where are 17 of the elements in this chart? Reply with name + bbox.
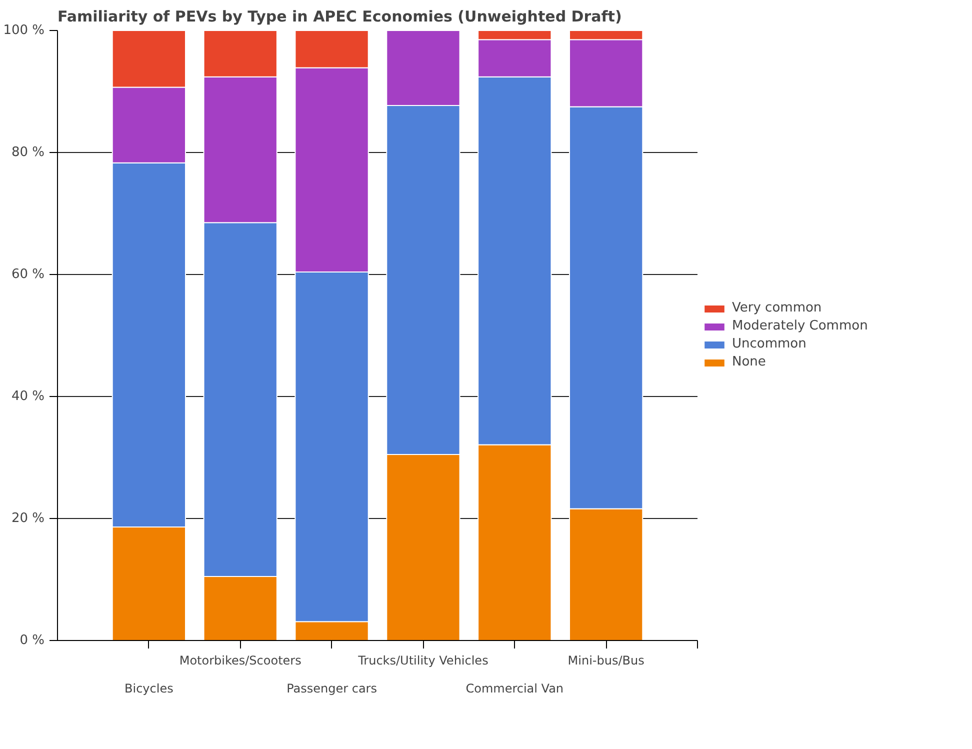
x-tick-label: Passenger cars: [286, 682, 378, 696]
y-tick-label: 0 %: [20, 633, 45, 648]
x-tick-label: Mini-bus/Bus: [568, 654, 644, 668]
chart-title: Familiarity of PEVs by Type in APEC Economies (Unweighted Draft): [58, 8, 622, 26]
y-tick-label: 20 %: [11, 511, 45, 526]
y-tick-label: 40 %: [11, 389, 45, 404]
x-tick-label: Trucks/Utility Vehicles: [357, 654, 488, 668]
y-tick-label: 80 %: [11, 145, 45, 160]
x-tick-label: Commercial Van: [466, 682, 564, 696]
legend-label: Very common: [732, 300, 822, 316]
x-tick-label: Bicycles: [124, 682, 174, 696]
y-tick-label: 100 %: [3, 23, 45, 38]
y-tick-label: 60 %: [11, 267, 45, 282]
legend-label: Uncommon: [732, 336, 806, 352]
x-tick-label: Motorbikes/Scooters: [179, 654, 302, 668]
legend-label: Moderately Common: [732, 318, 868, 334]
legend-label: None: [732, 354, 766, 370]
